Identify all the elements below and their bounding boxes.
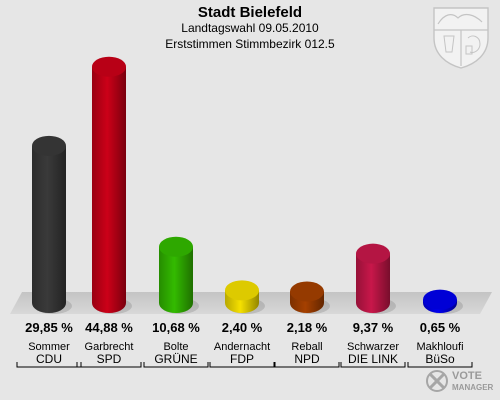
bar-die-linke — [356, 243, 396, 314]
candidate-label: Bolte — [163, 341, 188, 353]
label-bracket — [143, 362, 209, 368]
label-bracket — [274, 362, 340, 368]
value-label: 2,40 % — [222, 320, 263, 335]
vote-manager-logo: VOTE MANAGER — [426, 370, 494, 392]
bars-group — [32, 56, 463, 314]
value-label: 9,37 % — [353, 320, 394, 335]
label-bracket — [16, 362, 82, 368]
label-bracket — [340, 362, 406, 368]
coat-of-arms-emblem — [433, 7, 489, 69]
label-bracket — [407, 362, 473, 368]
candidate-label: Andernacht — [214, 341, 270, 353]
candidate-labels-group: Sommer Garbrecht Bolte Andernacht Reball Schw… — [28, 341, 463, 353]
candidate-label: Reball — [291, 341, 322, 353]
value-label: 0,65 % — [420, 320, 461, 335]
candidate-label: Schwarzer — [347, 341, 399, 353]
candidate-label: Makhloufi — [416, 341, 463, 353]
bar-spd — [92, 56, 132, 314]
party-label: SPD — [97, 352, 122, 366]
bar-fdp — [225, 280, 265, 314]
value-label: 10,68 % — [152, 320, 200, 335]
chart-subtitle-district: Erststimmen Stimmbezirk 012.5 — [165, 37, 335, 51]
bar-npd — [290, 281, 330, 314]
party-labels-group: CDU SPD GRÜNE FDP NPD DIE LINK BüSo — [16, 352, 473, 368]
label-bracket — [76, 362, 142, 368]
candidate-label: Garbrecht — [85, 341, 134, 353]
party-label: BüSo — [425, 352, 455, 366]
value-label: 44,88 % — [85, 320, 133, 335]
bar-büso — [423, 289, 463, 314]
party-label: DIE LINK — [348, 352, 398, 366]
chart-subtitle: Landtagswahl 09.05.2010 — [181, 21, 319, 35]
party-label: CDU — [36, 352, 62, 366]
party-label: FDP — [230, 352, 254, 366]
chart-title: Stadt Bielefeld — [197, 4, 303, 21]
party-label: NPD — [294, 352, 320, 366]
bar-grüne — [159, 236, 199, 314]
svg-text:VOTE: VOTE — [452, 370, 482, 382]
value-label: 29,85 % — [25, 320, 73, 335]
party-label: GRÜNE — [154, 352, 197, 366]
bar-cdu — [32, 135, 72, 314]
value-labels-group: 29,85 % 44,88 % 10,68 % 2,40 % 2,18 % 9,37 % 0… — [25, 320, 461, 335]
label-bracket — [209, 362, 275, 368]
candidate-label: Sommer — [28, 341, 70, 353]
value-label: 2,18 % — [287, 320, 328, 335]
svg-text:MANAGER: MANAGER — [452, 383, 494, 392]
